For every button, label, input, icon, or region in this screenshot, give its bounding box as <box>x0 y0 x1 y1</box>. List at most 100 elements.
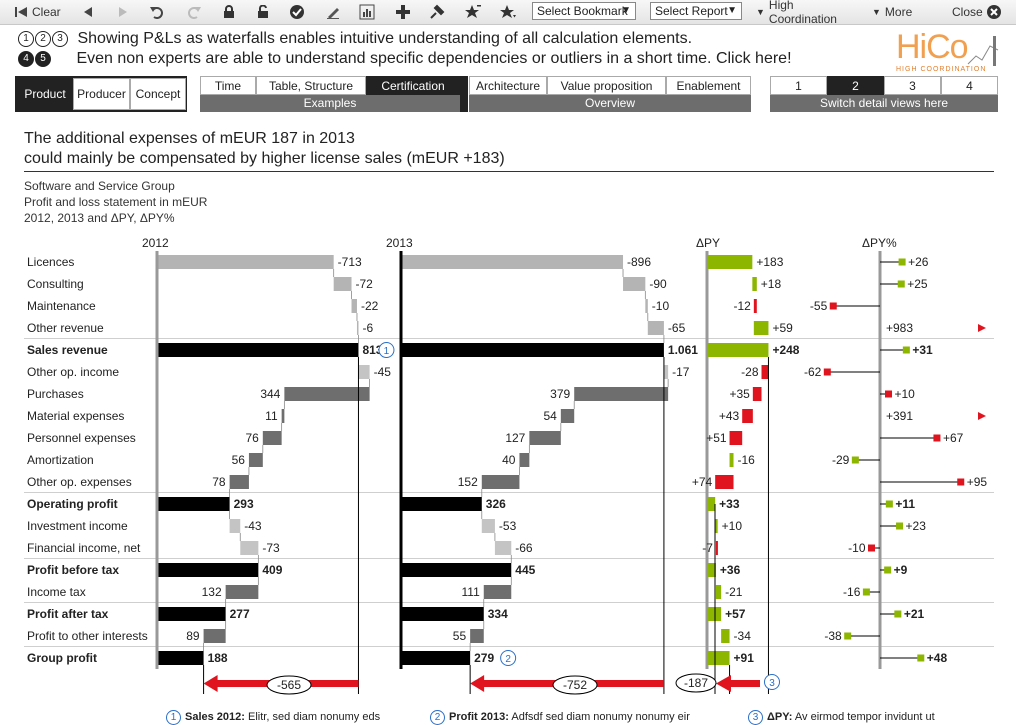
close-button[interactable]: Close <box>952 2 1004 22</box>
step-badge-2[interactable]: 2 <box>35 30 51 47</box>
waterfall-value-label: 111 <box>462 585 481 599</box>
detail-view-1-label: 1 <box>795 78 802 93</box>
back-button[interactable] <box>78 2 98 22</box>
delta-value-label: +183 <box>756 255 783 269</box>
row-label: Operating profit <box>27 497 118 511</box>
waterfall-value-label: 55 <box>453 629 467 643</box>
percent-pin-head <box>898 258 906 266</box>
unlock-button[interactable] <box>252 2 274 22</box>
column-header-2012: 2012 <box>142 236 169 250</box>
waterfall-value-label: 56 <box>232 453 246 467</box>
report-select[interactable]: Select Report ▼ <box>650 2 742 20</box>
waterfall-value-label: 40 <box>502 453 516 467</box>
row-separator <box>24 602 994 603</box>
step-badge-3[interactable]: 3 <box>52 30 68 47</box>
waterfall-bar <box>240 541 259 555</box>
star-icon <box>500 5 516 18</box>
subtitle-line-3: 2012, 2013 and ΔPY, ΔPY% <box>24 211 175 225</box>
delta-bar <box>715 541 718 555</box>
waterfall-bar <box>647 321 664 335</box>
pin-button[interactable] <box>426 2 448 22</box>
percent-pin-head <box>933 434 941 442</box>
tab-certification-label: Certification <box>381 78 445 93</box>
waterfall-value-label: 152 <box>458 475 478 489</box>
waterfall-value-label: -66 <box>515 541 533 555</box>
footnote-3-title: ΔPY: <box>767 711 793 723</box>
detail-view-4[interactable]: 4 <box>941 76 998 95</box>
waterfall-bar <box>157 651 204 665</box>
detail-view-1[interactable]: 1 <box>770 76 827 95</box>
chevron-down-icon: ▼ <box>621 5 631 16</box>
dropdown-arrow-icon: ▼ <box>872 7 881 17</box>
tab-time[interactable]: Time <box>200 76 256 95</box>
detail-view-3[interactable]: 3 <box>884 76 941 95</box>
redo-button[interactable] <box>183 2 205 22</box>
close-icon <box>986 5 1001 19</box>
undo-icon <box>150 7 163 19</box>
chart-button[interactable] <box>356 2 378 22</box>
delta-value-label: +74 <box>692 475 713 489</box>
waterfall-value-label: 277 <box>230 607 250 621</box>
tab-producer[interactable]: Producer <box>73 78 130 110</box>
detail-view-3-label: 3 <box>909 78 916 93</box>
footnote-3: 3 ΔPY: Av eirmod tempor invidunt ut <box>748 710 935 725</box>
add-button[interactable] <box>392 2 414 22</box>
confirm-button[interactable] <box>286 2 308 22</box>
row-label: Material expenses <box>27 409 125 423</box>
step-badge-1[interactable]: 1 <box>18 30 34 47</box>
delta-bar <box>707 255 753 269</box>
percent-value-label: +48 <box>927 651 948 665</box>
tab-enablement[interactable]: Enablement <box>666 76 751 95</box>
undo-button[interactable] <box>146 2 168 22</box>
star-add-icon <box>465 5 481 18</box>
tab-certification[interactable]: Certification <box>366 76 460 95</box>
tab-table-structure[interactable]: Table, Structure <box>256 76 366 95</box>
waterfall-value-label: 326 <box>486 497 506 511</box>
delta-value-label: +248 <box>772 343 799 357</box>
detail-view-2[interactable]: 2 <box>827 76 884 95</box>
lock-button[interactable] <box>218 2 240 22</box>
percent-value-label: -10 <box>848 541 866 555</box>
delta-bar <box>729 431 743 445</box>
report-subtitle: Software and Service Group Profit and lo… <box>24 178 207 226</box>
waterfall-value-label: 445 <box>515 563 535 577</box>
waterfall-bar <box>560 409 575 423</box>
waterfall-value-label: 344 <box>260 387 280 401</box>
delta-bar <box>761 365 769 379</box>
skip-back-icon <box>15 7 27 17</box>
delta-value-label: +10 <box>722 519 743 533</box>
waterfall-bar <box>645 299 648 313</box>
forward-button[interactable] <box>113 2 133 22</box>
step-badge-5[interactable]: 5 <box>35 50 51 67</box>
tab-architecture[interactable]: Architecture <box>469 76 547 95</box>
waterfall-bar <box>358 365 370 379</box>
percent-pin-head <box>957 478 965 486</box>
gap-value-bubble <box>552 675 598 695</box>
info-text-line-2[interactable]: Even non experts are able to understand … <box>76 50 792 67</box>
lock-icon <box>224 5 234 18</box>
add-favorite-button[interactable] <box>462 2 484 22</box>
percent-pin-head <box>868 544 875 552</box>
tab-product[interactable]: Product <box>17 78 73 110</box>
waterfall-value-label: 132 <box>202 585 222 599</box>
bookmark-select-value: Select Bookmark <box>537 4 628 18</box>
clear-button[interactable]: Clear <box>14 2 70 22</box>
high-coordination-menu[interactable]: ▼ High Coordination <box>756 0 862 26</box>
step-badge-4[interactable]: 4 <box>18 50 34 67</box>
more-menu[interactable]: ▼ More <box>872 2 918 22</box>
bookmark-select[interactable]: Select Bookmark ▼ <box>532 2 636 20</box>
comment-marker <box>500 650 517 666</box>
waterfall-bar <box>351 299 357 313</box>
logo-graph-icon <box>967 36 999 66</box>
column-header-2013: 2013 <box>386 236 413 250</box>
favorites-button[interactable] <box>497 2 519 22</box>
tab-value-proposition[interactable]: Value proposition <box>547 76 666 95</box>
edit-button[interactable] <box>322 2 344 22</box>
row-separator <box>24 338 994 339</box>
delta-value-label: +43 <box>719 409 740 423</box>
high-coordination-label: High Coordination <box>768 0 837 26</box>
tab-concept[interactable]: Concept <box>130 78 186 110</box>
clear-label: Clear <box>32 5 61 19</box>
